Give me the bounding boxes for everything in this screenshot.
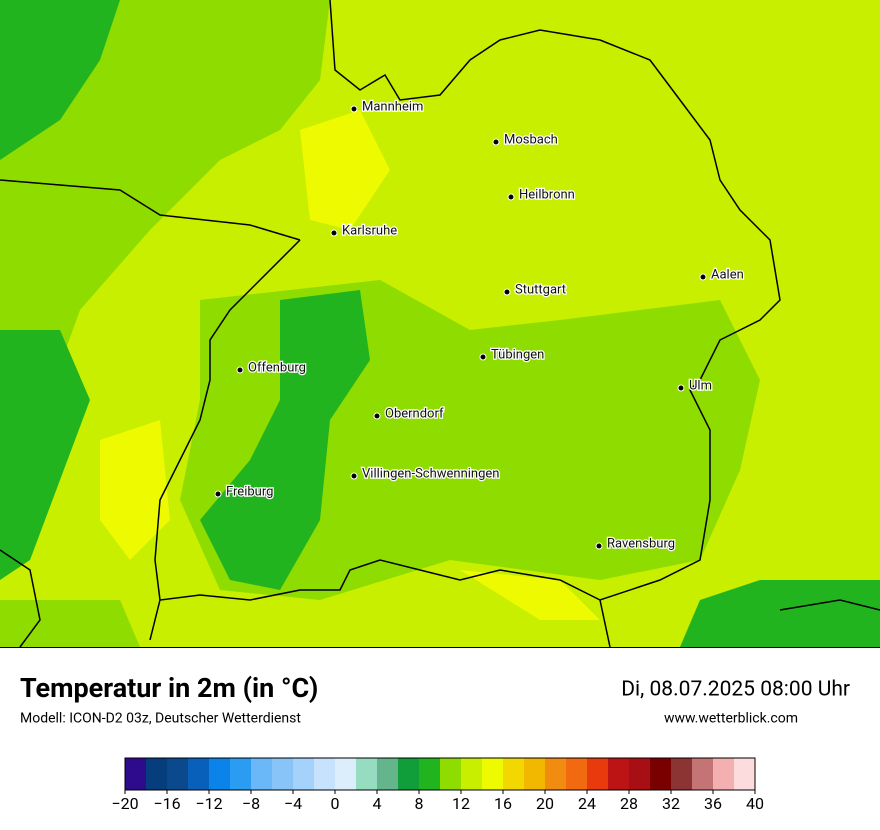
city-dot bbox=[677, 384, 685, 392]
colorbar-bin bbox=[671, 758, 693, 790]
colorbar-bin bbox=[608, 758, 630, 790]
website: www.wetterblick.com bbox=[664, 711, 798, 727]
borders bbox=[0, 0, 880, 648]
colorbar-bin bbox=[146, 758, 168, 790]
city-dot bbox=[699, 273, 707, 281]
colorbar-bin bbox=[440, 758, 462, 790]
region bbox=[460, 570, 600, 620]
colorbar-bin bbox=[566, 758, 588, 790]
cities: Mannheim Mosbach Heilbronn Karlsruhe Aalen St… bbox=[214, 98, 745, 553]
colorbar-tick-label: 4 bbox=[373, 794, 382, 813]
colorbar-bin bbox=[419, 758, 441, 790]
city-label: Ulm bbox=[689, 378, 712, 393]
title: Temperatur in 2m (in °C) bbox=[20, 672, 318, 704]
city-dot bbox=[479, 353, 487, 361]
city-dot bbox=[595, 542, 603, 550]
colorbar-bin bbox=[545, 758, 567, 790]
city-label: Mosbach bbox=[504, 132, 558, 147]
colorbar-bin bbox=[230, 758, 252, 790]
city-label: Oberndorf bbox=[385, 406, 444, 421]
city-label: Heilbronn bbox=[519, 187, 575, 202]
city-dot bbox=[507, 193, 515, 201]
subtitle: Modell: ICON-D2 03z, Deutscher Wetterdie… bbox=[20, 711, 301, 727]
colorbar-bin bbox=[293, 758, 315, 790]
colorbar-bin bbox=[377, 758, 399, 790]
colorbar-tick-label: 24 bbox=[578, 794, 596, 813]
city-label: Stuttgart bbox=[515, 282, 566, 297]
region bbox=[100, 420, 170, 560]
city-label: Offenburg bbox=[248, 360, 306, 375]
colorbar-tick-label: 12 bbox=[452, 794, 470, 813]
city-dot bbox=[330, 229, 338, 237]
colorbar-bin bbox=[587, 758, 609, 790]
colorbar-tick-label: 32 bbox=[662, 794, 680, 813]
city-label: Aalen bbox=[711, 267, 744, 282]
colorbar-tick-label: 20 bbox=[536, 794, 554, 813]
city-label: Villingen-Schwenningen bbox=[362, 466, 499, 481]
colorbar-bin bbox=[335, 758, 357, 790]
colorbar-bin bbox=[713, 758, 735, 790]
region bbox=[0, 0, 330, 560]
colorbar-tick-label: 8 bbox=[415, 794, 424, 813]
colorbar-tick-label: 28 bbox=[620, 794, 638, 813]
city-label: Mannheim bbox=[362, 99, 423, 114]
colorbar-bin bbox=[629, 758, 651, 790]
colorbar-frame bbox=[124, 757, 756, 791]
colorbar-bin bbox=[482, 758, 504, 790]
region bbox=[680, 580, 880, 647]
colorbar-bin bbox=[524, 758, 546, 790]
city-label: Freiburg bbox=[226, 484, 273, 499]
colorbar-bin bbox=[461, 758, 483, 790]
colorbar-bin bbox=[314, 758, 336, 790]
colorbar-tick-label: 36 bbox=[704, 794, 722, 813]
region bbox=[0, 0, 120, 160]
colorbar-tick-label: 16 bbox=[494, 794, 512, 813]
colorbar-bin bbox=[356, 758, 378, 790]
colorbar-bin bbox=[650, 758, 672, 790]
colorbar-tick-label: 40 bbox=[746, 794, 764, 813]
city-dot bbox=[350, 105, 358, 113]
colorbar-tick-label: −20 bbox=[111, 794, 138, 813]
city-dot bbox=[236, 366, 244, 374]
city-label: Karlsruhe bbox=[342, 223, 397, 238]
colorbar: −20 −16 −12 −8 −4 0 4 8 12 16 20 24 28 32 36 40 bbox=[111, 757, 764, 813]
colorbar-tick-label: −16 bbox=[153, 794, 180, 813]
colorbar-bin bbox=[188, 758, 210, 790]
colorbar-bin bbox=[734, 758, 756, 790]
colorbar-bin bbox=[167, 758, 189, 790]
colorbar-bin bbox=[692, 758, 714, 790]
colorbar-bin bbox=[272, 758, 294, 790]
city-dot bbox=[503, 288, 511, 296]
region bbox=[0, 330, 90, 580]
date: Di, 08.07.2025 08:00 Uhr bbox=[621, 678, 850, 702]
region bbox=[300, 110, 390, 230]
city-label: Tübingen bbox=[491, 347, 544, 362]
colorbar-bin bbox=[398, 758, 420, 790]
colorbar-bin bbox=[251, 758, 273, 790]
colorbar-bin bbox=[503, 758, 525, 790]
city-dot bbox=[214, 490, 222, 498]
city-dot bbox=[350, 472, 358, 480]
colorbar-tick-label: −12 bbox=[195, 794, 222, 813]
map bbox=[0, 0, 880, 648]
colorbar-tick-label: 0 bbox=[331, 794, 340, 813]
region bbox=[200, 290, 370, 590]
city-dot bbox=[373, 412, 381, 420]
city-label: Ravensburg bbox=[607, 536, 675, 551]
colorbar-bin bbox=[125, 758, 147, 790]
colorbar-tick-label: −8 bbox=[242, 794, 260, 813]
region bbox=[0, 600, 140, 647]
city-dot bbox=[492, 138, 500, 146]
colorbar-bin bbox=[209, 758, 231, 790]
colorbar-tick-label: −4 bbox=[284, 794, 302, 813]
